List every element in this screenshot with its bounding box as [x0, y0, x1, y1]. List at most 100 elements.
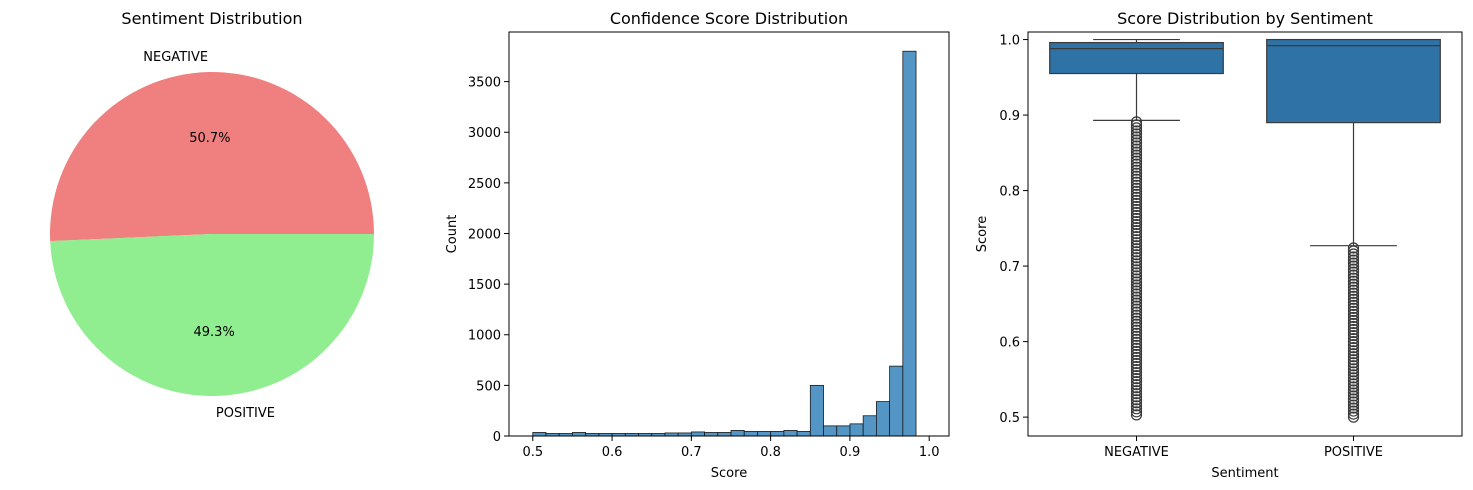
hist-ytick-label: 2000: [468, 227, 501, 242]
box-outlier-positive: [1347, 305, 1360, 318]
hist-ytick-label: 500: [476, 379, 501, 394]
box-ytick-label: 0.9: [999, 109, 1020, 124]
box-outlier-positive: [1347, 384, 1360, 396]
box-outlier-positive: [1347, 329, 1360, 342]
box-outlier-positive: [1347, 296, 1360, 308]
hist-ytick-label: 1500: [468, 278, 501, 293]
box-outlier-negative: [1130, 348, 1143, 361]
box-outlier-positive: [1347, 317, 1360, 330]
pie-chart: Sentiment Distribution NEGATIVE 50.7% POSI…: [49, 9, 374, 421]
box-outlier-negative: [1130, 176, 1143, 188]
box-outlier-negative: [1130, 366, 1143, 379]
box-outlier-positive: [1347, 245, 1360, 257]
box-outlier-negative: [1130, 119, 1143, 131]
box-outlier-negative: [1130, 221, 1143, 234]
box-outlier-positive: [1347, 299, 1360, 311]
box-xlabel: Sentiment: [1211, 466, 1278, 481]
box-outlier-negative: [1130, 270, 1143, 282]
box-outlier-negative: [1130, 125, 1143, 137]
box-outlier-positive: [1347, 272, 1360, 284]
box-outlier-negative: [1130, 373, 1143, 385]
histogram-chart: Confidence Score Distribution Score Coun…: [445, 9, 950, 481]
box-outlier-negative: [1130, 243, 1143, 255]
box-outlier-positive: [1347, 408, 1360, 420]
box-outlier-positive: [1347, 254, 1360, 266]
box-outlier-negative: [1130, 397, 1143, 409]
box-outlier-positive: [1347, 378, 1360, 390]
box-outlier-negative: [1130, 360, 1143, 373]
hist-bar: [796, 431, 811, 437]
box-outlier-negative: [1130, 252, 1143, 264]
box-outlier-negative: [1130, 282, 1143, 294]
box-outlier-negative: [1130, 188, 1143, 200]
box-outlier-positive: [1347, 290, 1360, 302]
box-outlier-negative: [1130, 309, 1143, 321]
box-ytick-label: 1.0: [999, 34, 1020, 49]
hist-frame: [508, 31, 950, 437]
box-outlier-negative: [1130, 237, 1143, 249]
box-outlier-negative: [1130, 209, 1143, 222]
box-outlier-positive: [1347, 284, 1360, 296]
box-outlier-positive: [1347, 390, 1360, 402]
box-outlier-negative: [1130, 128, 1143, 140]
hist-ylabel: Count: [445, 215, 460, 254]
box-ytick-label: 0.5: [999, 411, 1020, 426]
box-outlier-positive: [1347, 345, 1360, 357]
box-outlier-negative: [1130, 182, 1143, 194]
box-outlier-negative: [1130, 261, 1143, 273]
box-outlier-positive: [1347, 405, 1360, 417]
box-outlier-negative: [1130, 155, 1143, 167]
box-outlier-negative: [1130, 140, 1143, 152]
box-outlier-negative: [1130, 197, 1143, 210]
box-outlier-positive: [1347, 257, 1360, 269]
hist-xtick-label: 0.6: [602, 445, 623, 460]
box-outlier-negative: [1130, 363, 1143, 376]
hist-xtick-label: 0.9: [840, 445, 861, 460]
hist-bar: [875, 401, 891, 437]
hist-bar: [770, 431, 785, 437]
box-outlier-positive: [1347, 275, 1360, 287]
box-outlier-negative: [1130, 225, 1143, 237]
box-outlier-negative: [1130, 122, 1143, 134]
box-outlier-negative: [1130, 336, 1143, 348]
box-outlier-negative: [1130, 231, 1143, 243]
box-outlier-positive: [1347, 323, 1360, 336]
box-outlier-negative: [1130, 333, 1143, 345]
box-outlier-negative: [1130, 369, 1143, 382]
box-ytick-label: 0.7: [999, 260, 1020, 275]
hist-title: Confidence Score Distribution: [610, 9, 848, 28]
box-outlier-positive: [1347, 293, 1360, 305]
box-outlier-negative: [1130, 240, 1143, 252]
box-outlier-negative: [1130, 279, 1143, 291]
box-outlier-negative: [1130, 324, 1143, 336]
box-outlier-positive: [1347, 251, 1360, 263]
box-outlier-negative: [1130, 291, 1143, 303]
box-outlier-positive: [1347, 278, 1360, 290]
box-outlier-negative: [1130, 306, 1143, 318]
box-outlier-positive: [1347, 311, 1360, 324]
box-outlier-negative: [1130, 388, 1143, 400]
box-ytick-label: 0.6: [999, 336, 1020, 351]
box-outlier-positive: [1347, 366, 1360, 378]
box-outlier-negative: [1130, 149, 1143, 161]
box-ylabel: Score: [975, 216, 990, 252]
box-outlier-negative: [1130, 409, 1143, 421]
box-outlier-negative: [1130, 394, 1143, 406]
box-outlier-positive: [1347, 411, 1360, 423]
box-outlier-negative: [1130, 385, 1143, 397]
hist-ytick-label: 1000: [468, 329, 501, 344]
boxplot-chart: Score Distribution by Sentiment Sentimen…: [975, 9, 1463, 481]
hist-bar: [743, 431, 758, 437]
box-outlier-negative: [1130, 255, 1143, 267]
box-outlier-negative: [1130, 218, 1143, 231]
box-xtick-label: POSITIVE: [1324, 445, 1383, 460]
box-outlier-positive: [1347, 387, 1360, 399]
box-outlier-positive: [1347, 354, 1360, 366]
box-outlier-negative: [1130, 170, 1143, 182]
box-outlier-negative: [1130, 152, 1143, 164]
box-outlier-positive: [1347, 399, 1360, 411]
hist-xtick-label: 0.5: [522, 445, 543, 460]
hist-ytick-label: 2500: [468, 177, 501, 192]
box-outlier-negative: [1130, 315, 1143, 327]
